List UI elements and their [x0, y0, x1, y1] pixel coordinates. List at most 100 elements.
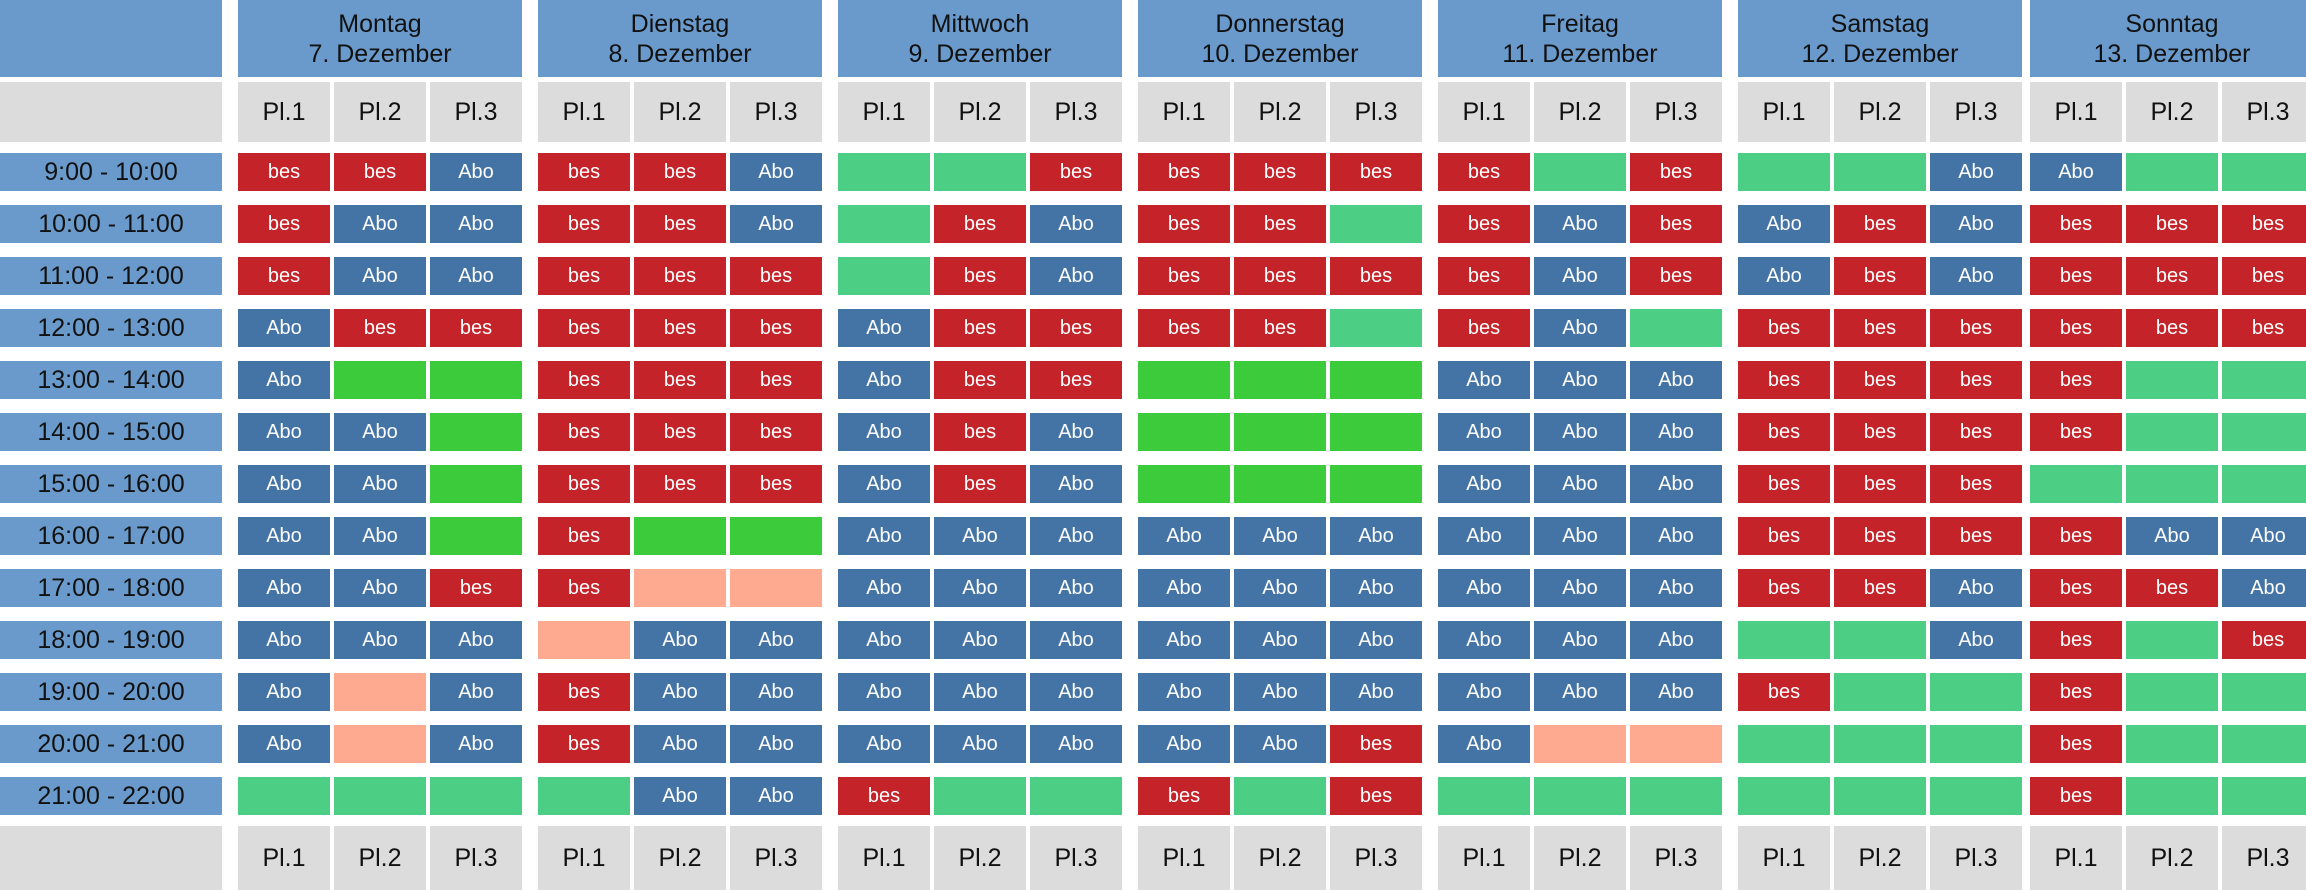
booking-slot[interactable] — [1834, 153, 1926, 191]
booking-slot[interactable] — [334, 361, 426, 399]
booking-slot[interactable] — [1330, 205, 1422, 243]
booking-slot[interactable]: Abo — [1630, 465, 1722, 503]
booking-slot[interactable]: Abo — [1930, 205, 2022, 243]
booking-slot[interactable] — [334, 725, 426, 763]
booking-slot[interactable]: Abo — [1030, 413, 1122, 451]
booking-slot[interactable]: Abo — [1534, 621, 1626, 659]
booking-slot[interactable] — [430, 413, 522, 451]
booking-slot[interactable]: bes — [1930, 361, 2022, 399]
booking-slot[interactable] — [2222, 361, 2306, 399]
booking-slot[interactable]: bes — [2030, 673, 2122, 711]
booking-slot[interactable]: bes — [538, 153, 630, 191]
booking-slot[interactable]: bes — [934, 361, 1026, 399]
booking-slot[interactable]: bes — [2222, 257, 2306, 295]
booking-slot[interactable]: bes — [1234, 257, 1326, 295]
booking-slot[interactable] — [430, 777, 522, 815]
booking-slot[interactable] — [1930, 777, 2022, 815]
booking-slot[interactable] — [1738, 621, 1830, 659]
booking-slot[interactable] — [2126, 153, 2218, 191]
booking-slot[interactable]: Abo — [2222, 517, 2306, 555]
booking-slot[interactable]: bes — [1834, 465, 1926, 503]
booking-slot[interactable]: Abo — [2030, 153, 2122, 191]
booking-slot[interactable] — [2222, 673, 2306, 711]
booking-slot[interactable]: bes — [1030, 361, 1122, 399]
booking-slot[interactable]: bes — [238, 153, 330, 191]
booking-slot[interactable]: bes — [634, 257, 726, 295]
booking-slot[interactable] — [1534, 777, 1626, 815]
booking-slot[interactable]: bes — [2222, 205, 2306, 243]
booking-slot[interactable]: bes — [1630, 153, 1722, 191]
booking-slot[interactable]: Abo — [238, 621, 330, 659]
booking-slot[interactable]: Abo — [1330, 621, 1422, 659]
booking-slot[interactable]: Abo — [634, 621, 726, 659]
booking-slot[interactable]: Abo — [1438, 413, 1530, 451]
booking-slot[interactable]: Abo — [1630, 517, 1722, 555]
booking-slot[interactable]: Abo — [334, 257, 426, 295]
booking-slot[interactable]: Abo — [1234, 517, 1326, 555]
booking-slot[interactable]: bes — [334, 309, 426, 347]
booking-slot[interactable] — [1438, 777, 1530, 815]
booking-slot[interactable]: Abo — [1738, 257, 1830, 295]
booking-slot[interactable] — [1138, 413, 1230, 451]
booking-slot[interactable] — [1738, 153, 1830, 191]
booking-slot[interactable] — [2126, 413, 2218, 451]
booking-slot[interactable]: Abo — [334, 413, 426, 451]
booking-slot[interactable]: bes — [1438, 257, 1530, 295]
booking-slot[interactable]: Abo — [1534, 413, 1626, 451]
booking-slot[interactable] — [934, 777, 1026, 815]
booking-slot[interactable]: Abo — [838, 569, 930, 607]
booking-slot[interactable]: Abo — [334, 465, 426, 503]
booking-slot[interactable]: Abo — [634, 777, 726, 815]
booking-slot[interactable] — [2222, 413, 2306, 451]
booking-slot[interactable] — [334, 777, 426, 815]
booking-slot[interactable]: bes — [1834, 205, 1926, 243]
booking-slot[interactable] — [2126, 725, 2218, 763]
booking-slot[interactable]: Abo — [430, 205, 522, 243]
booking-slot[interactable] — [2126, 465, 2218, 503]
booking-slot[interactable] — [838, 153, 930, 191]
booking-slot[interactable]: bes — [1030, 153, 1122, 191]
booking-slot[interactable]: Abo — [1138, 725, 1230, 763]
booking-slot[interactable]: bes — [1138, 153, 1230, 191]
booking-slot[interactable]: Abo — [1438, 673, 1530, 711]
booking-slot[interactable]: bes — [538, 205, 630, 243]
booking-slot[interactable]: bes — [934, 205, 1026, 243]
booking-slot[interactable]: Abo — [1534, 673, 1626, 711]
booking-slot[interactable] — [1330, 413, 1422, 451]
booking-slot[interactable] — [430, 517, 522, 555]
booking-slot[interactable]: bes — [1330, 725, 1422, 763]
booking-slot[interactable]: bes — [2030, 257, 2122, 295]
booking-slot[interactable]: bes — [1738, 309, 1830, 347]
booking-slot[interactable] — [838, 205, 930, 243]
booking-slot[interactable]: Abo — [934, 725, 1026, 763]
booking-slot[interactable]: bes — [1834, 413, 1926, 451]
booking-slot[interactable]: Abo — [934, 517, 1026, 555]
booking-slot[interactable]: bes — [2030, 725, 2122, 763]
booking-slot[interactable]: Abo — [730, 777, 822, 815]
booking-slot[interactable]: Abo — [334, 621, 426, 659]
booking-slot[interactable]: bes — [1834, 517, 1926, 555]
booking-slot[interactable]: Abo — [934, 621, 1026, 659]
booking-slot[interactable]: Abo — [934, 569, 1026, 607]
booking-slot[interactable]: Abo — [1138, 569, 1230, 607]
booking-slot[interactable]: Abo — [430, 725, 522, 763]
booking-slot[interactable]: Abo — [838, 725, 930, 763]
booking-slot[interactable]: Abo — [1330, 673, 1422, 711]
booking-slot[interactable]: bes — [1738, 569, 1830, 607]
booking-slot[interactable]: Abo — [238, 673, 330, 711]
booking-slot[interactable]: bes — [1138, 257, 1230, 295]
booking-slot[interactable]: Abo — [1930, 153, 2022, 191]
booking-slot[interactable]: bes — [538, 413, 630, 451]
booking-slot[interactable]: Abo — [334, 569, 426, 607]
booking-slot[interactable] — [1930, 673, 2022, 711]
booking-slot[interactable]: bes — [838, 777, 930, 815]
booking-slot[interactable]: Abo — [1030, 621, 1122, 659]
booking-slot[interactable]: bes — [1738, 413, 1830, 451]
booking-slot[interactable]: bes — [634, 361, 726, 399]
booking-slot[interactable]: bes — [634, 205, 726, 243]
booking-slot[interactable] — [634, 517, 726, 555]
booking-slot[interactable]: bes — [634, 153, 726, 191]
booking-slot[interactable]: Abo — [1138, 517, 1230, 555]
booking-slot[interactable]: Abo — [430, 621, 522, 659]
booking-slot[interactable]: bes — [1738, 673, 1830, 711]
